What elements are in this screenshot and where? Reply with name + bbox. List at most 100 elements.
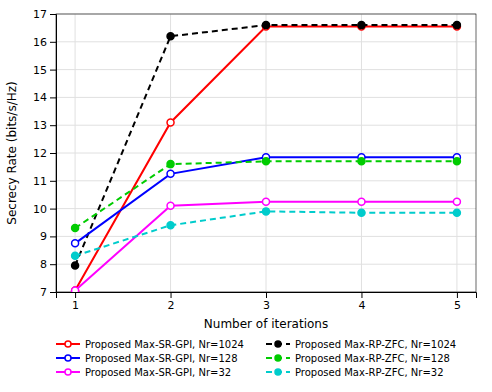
tick-mark <box>50 14 56 15</box>
tick: 11 <box>33 175 56 188</box>
tick: 14 <box>33 91 56 104</box>
y-axis-title: Secrecy Rate (bits/s/Hz) <box>5 81 19 224</box>
tick-mark <box>50 209 56 210</box>
series <box>72 208 461 259</box>
legend-marker <box>275 355 281 361</box>
legend-label: Proposed Max-SR-GPI, Nr=128 <box>85 353 238 364</box>
tick-label: 3 <box>263 299 270 312</box>
series <box>72 22 461 269</box>
legend-marker <box>275 341 281 347</box>
legend-label: Proposed Max-SR-GPI, Nr=32 <box>85 367 231 378</box>
point <box>167 202 174 209</box>
tick: 15 <box>33 64 56 77</box>
tick-mark <box>50 70 56 71</box>
point <box>453 22 460 29</box>
tick-mark <box>50 292 56 293</box>
tick: 8 <box>40 258 56 271</box>
tick-label: 9 <box>40 230 47 243</box>
tick-mark <box>50 97 56 98</box>
line <box>75 27 457 291</box>
point <box>453 209 460 216</box>
point <box>72 287 79 292</box>
marks <box>72 22 461 292</box>
legend-item: Proposed Max-RP-ZFC, Nr=32 <box>266 367 444 378</box>
legend-label: Proposed Max-RP-ZFC, Nr=1024 <box>295 339 456 350</box>
tick: 16 <box>33 36 56 49</box>
point <box>167 119 174 126</box>
tick-mark <box>171 292 172 298</box>
tick-label: 13 <box>33 119 47 132</box>
legend-item: Proposed Max-SR-GPI, Nr=1024 <box>56 339 244 350</box>
tick-label: 11 <box>33 175 47 188</box>
tick-label: 1 <box>72 299 79 312</box>
grid <box>56 14 476 292</box>
point <box>72 262 79 269</box>
point <box>167 170 174 177</box>
tick-mark <box>50 42 56 43</box>
point <box>358 198 365 205</box>
point <box>263 22 270 29</box>
point <box>263 158 270 165</box>
point <box>453 198 460 205</box>
plot: 123457891011121314151617Number of iterat… <box>5 8 477 331</box>
tick-mark <box>50 236 56 237</box>
x-axis-title: Number of iterations <box>204 317 328 331</box>
tick-mark <box>50 153 56 154</box>
tick-label: 15 <box>33 64 47 77</box>
tick: 9 <box>40 230 56 243</box>
tick: 3 <box>263 292 270 312</box>
series <box>72 154 461 247</box>
legend-marker <box>65 369 71 375</box>
tick: 17 <box>33 8 56 21</box>
tick: 5 <box>454 292 461 312</box>
point <box>453 158 460 165</box>
series <box>72 23 461 292</box>
point <box>72 240 79 247</box>
point <box>263 208 270 215</box>
tick-label: 7 <box>40 286 47 299</box>
point <box>263 198 270 205</box>
tick: 10 <box>33 203 56 216</box>
tick-label: 14 <box>33 91 47 104</box>
point <box>358 158 365 165</box>
tick-label: 12 <box>33 147 47 160</box>
series <box>72 158 461 232</box>
line <box>75 202 457 291</box>
tick: 2 <box>168 292 175 312</box>
tick-mark <box>50 264 56 265</box>
grid-line <box>75 14 76 292</box>
line <box>75 161 457 228</box>
tick: 13 <box>33 119 56 132</box>
tick: 12 <box>33 147 56 160</box>
legend-item: Proposed Max-SR-GPI, Nr=32 <box>56 367 231 378</box>
x-axis: 1 2 3 4 5 <box>57 292 477 312</box>
tick-label: 10 <box>33 203 47 216</box>
legend-item: Proposed Max-RP-ZFC, Nr=1024 <box>266 339 456 350</box>
point <box>72 252 79 259</box>
tick-mark <box>50 125 56 126</box>
axis-line <box>50 15 57 293</box>
legend-marker <box>65 355 71 361</box>
tick-label: 17 <box>33 8 47 21</box>
y-axis: 7 8 9 10 11 12 13 14 15 16 17 <box>33 8 57 299</box>
tick-mark <box>361 292 362 298</box>
legend-label: Proposed Max-SR-GPI, Nr=1024 <box>85 339 244 350</box>
legend: Proposed Max-SR-GPI, Nr=1024 Proposed Max… <box>56 339 456 378</box>
tick: 4 <box>358 292 365 312</box>
tick: 1 <box>72 292 79 312</box>
point <box>72 287 79 292</box>
line <box>75 211 457 255</box>
line <box>75 25 457 265</box>
legend-marker <box>275 369 281 375</box>
point <box>167 222 174 229</box>
legend-label: Proposed Max-RP-ZFC, Nr=32 <box>295 367 444 378</box>
tick-mark <box>50 181 56 182</box>
tick-mark <box>75 292 76 298</box>
plot-frame <box>56 14 476 292</box>
tick-label: 4 <box>358 299 365 312</box>
legend-item: Proposed Max-RP-ZFC, Nr=128 <box>266 353 450 364</box>
line <box>75 157 457 243</box>
point <box>358 209 365 216</box>
tick-label: 16 <box>33 36 47 49</box>
legend-item: Proposed Max-SR-GPI, Nr=128 <box>56 353 238 364</box>
